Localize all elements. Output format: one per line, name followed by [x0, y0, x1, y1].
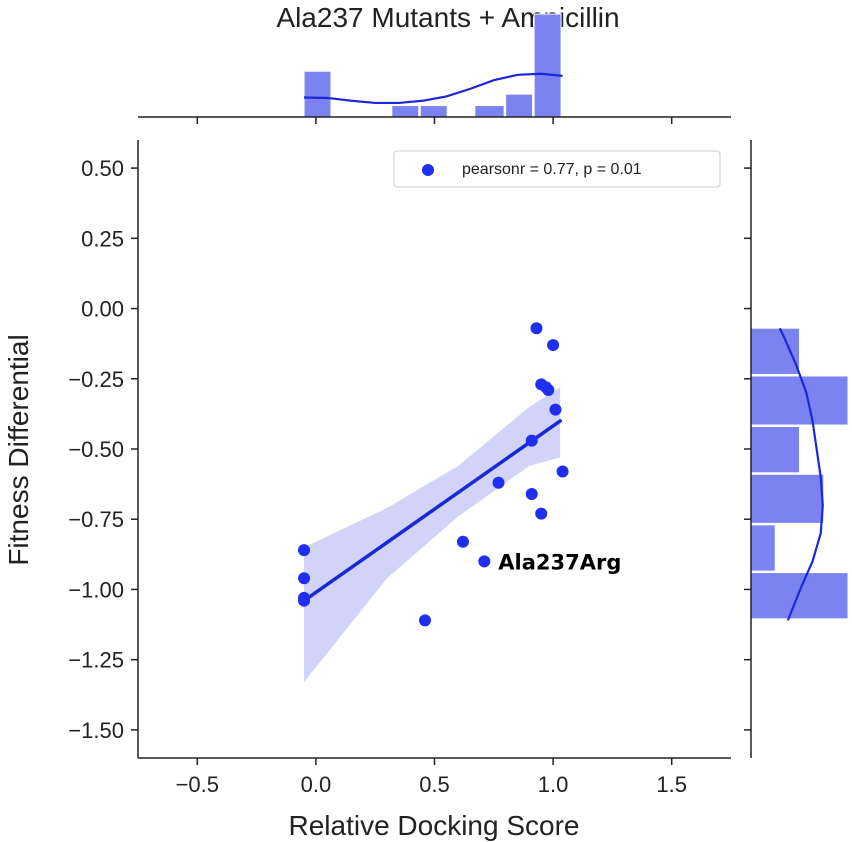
x-tick-label: 0.5 [419, 772, 450, 797]
legend-marker [422, 164, 434, 176]
histogram-bar [474, 105, 505, 118]
x-axis-title: Relative Docking Score [288, 810, 579, 841]
data-point [298, 594, 311, 607]
histogram-bar [303, 70, 332, 118]
y-tick-label: −1.00 [68, 577, 124, 602]
legend-box [393, 150, 721, 188]
histogram-bar [750, 524, 776, 572]
data-point [525, 434, 538, 447]
histogram-bar [750, 327, 800, 375]
histogram-bar [750, 375, 849, 426]
data-point [556, 465, 569, 478]
data-point [298, 544, 311, 557]
chart-title: Ala237 Mutants + Ampicillin [276, 2, 619, 33]
x-tick-label: 1.5 [656, 772, 687, 797]
histogram-bar [750, 473, 825, 524]
regression-line [302, 419, 562, 603]
histogram-bar [505, 93, 534, 118]
legend: pearsonr = 0.77, p = 0.01 [393, 150, 721, 188]
y-tick-label: −1.50 [68, 718, 124, 743]
histogram-bar [533, 13, 562, 118]
x-tick-label: 1.0 [538, 772, 569, 797]
y-tick-label: −1.25 [68, 648, 124, 673]
main-scatter-plot: Ala237Arg −0.5 0.0 0.5 1.0 1.5 0.50 0.25 0.00 −0… [68, 140, 731, 797]
data-point [547, 339, 560, 352]
histogram-bar [391, 105, 420, 118]
y-tick-label: 0.25 [81, 226, 124, 251]
marginal-y-histogram [744, 140, 849, 758]
confidence-band [304, 387, 561, 683]
data-point [530, 322, 543, 335]
data-point [492, 476, 505, 489]
data-point [525, 487, 538, 500]
y-tick-label: −0.75 [68, 507, 124, 532]
kde-curve [778, 327, 824, 621]
y-tick-label: −0.25 [68, 367, 124, 392]
marginal-x-histogram [138, 13, 731, 124]
y-axis-title: Fitness Differential [3, 334, 34, 565]
data-point [419, 614, 432, 627]
histogram-bar [750, 426, 800, 474]
data-point [456, 535, 469, 548]
y-tick-label: 0.00 [81, 297, 124, 322]
legend-label: pearsonr = 0.77, p = 0.01 [462, 161, 642, 178]
histogram-bar [419, 105, 448, 118]
data-point [542, 384, 555, 397]
data-point [298, 572, 311, 585]
data-point [535, 507, 548, 520]
x-tick-label: 0.0 [301, 772, 332, 797]
data-point [478, 555, 491, 568]
y-tick-label: −0.50 [68, 437, 124, 462]
annotation-label: Ala237Arg [498, 550, 621, 574]
data-point [549, 403, 562, 416]
histogram-bar [750, 572, 849, 620]
x-tick-label: −0.5 [176, 772, 219, 797]
kde-curve [304, 72, 563, 105]
y-tick-label: 0.50 [81, 156, 124, 181]
